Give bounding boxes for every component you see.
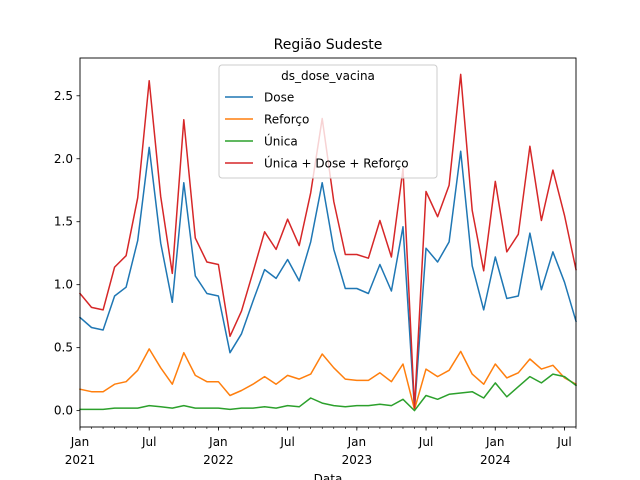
legend-label-1: Reforço — [264, 113, 309, 127]
series-line-0 — [78, 146, 577, 411]
legend-title: ds_dose_vacina — [281, 69, 375, 83]
x-tick-year-label: 2021 — [65, 453, 96, 467]
x-tick-year-label: 2022 — [203, 453, 234, 467]
x-tick-label: Jul — [141, 435, 156, 449]
x-tick-label: Jul — [556, 435, 571, 449]
series-line-1 — [79, 348, 578, 411]
x-tick-year-label: 2024 — [480, 453, 511, 467]
legend-label-3: Única + Dose + Reforço — [264, 156, 409, 171]
legend-box — [218, 64, 438, 179]
plot-frame — [79, 57, 577, 428]
x-tick-label: Jul — [418, 435, 433, 449]
x-tick-label: Jan — [208, 435, 228, 449]
x-tick-label: Jan — [347, 435, 367, 449]
y-tick-label: 1.0 — [54, 278, 73, 292]
x-tick-label: Jul — [279, 435, 294, 449]
legend: ds_dose_vacina Dose Reforço Única Única + D… — [218, 64, 438, 179]
series-line-2 — [79, 373, 578, 412]
legend-label-0: Dose — [264, 91, 294, 105]
y-tick-label: 0.5 — [54, 341, 73, 355]
y-tick-label: 2.0 — [54, 152, 73, 166]
x-axis: Jan 2021 Jul Jan 2022 Jul Jan 2023 Jul Jan 2024 Jul — [65, 427, 577, 467]
x-tick-label: Jan — [485, 435, 505, 449]
y-tick-label: 2.5 — [54, 89, 73, 103]
x-tick-label: Jan — [70, 435, 90, 449]
x-axis-label: Data — [314, 472, 343, 480]
y-axis: 0.0 0.5 1.0 1.5 2.0 2.5 — [54, 89, 80, 418]
chart-title: Região Sudeste — [274, 37, 383, 53]
x-tick-year-label: 2023 — [342, 453, 373, 467]
y-tick-label: 1.5 — [54, 215, 73, 229]
y-tick-label: 0.0 — [54, 404, 73, 418]
legend-label-2: Única — [264, 134, 298, 149]
